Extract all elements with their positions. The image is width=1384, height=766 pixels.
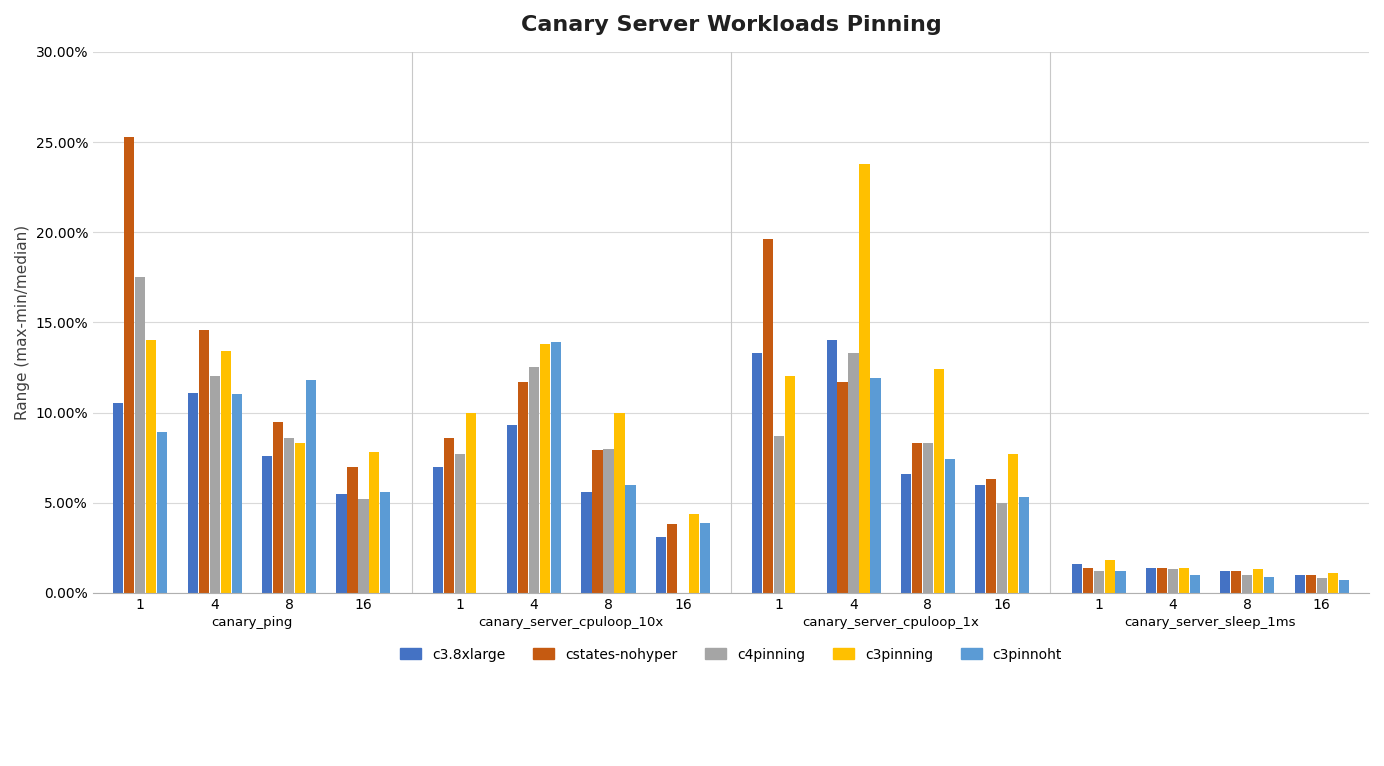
Bar (774, 436, 785, 593)
Bar (507, 425, 518, 593)
Bar (1071, 564, 1082, 593)
Bar (912, 444, 922, 593)
Bar (581, 492, 591, 593)
Bar (1264, 577, 1275, 593)
Bar (220, 351, 231, 593)
Bar (295, 444, 304, 593)
Bar (551, 342, 561, 593)
Y-axis label: Range (max-min/median): Range (max-min/median) (15, 224, 30, 420)
Bar (209, 376, 220, 593)
Bar (923, 444, 933, 593)
Bar (540, 344, 551, 593)
Bar (1316, 578, 1327, 593)
Bar (336, 493, 346, 593)
Bar (987, 480, 996, 593)
Bar (826, 340, 837, 593)
Bar (136, 277, 145, 593)
Bar (158, 432, 167, 593)
Bar (1116, 571, 1125, 593)
Bar (199, 329, 209, 593)
Text: canary_server_cpuloop_1x: canary_server_cpuloop_1x (803, 616, 978, 629)
Bar (433, 466, 443, 593)
Bar (1243, 574, 1253, 593)
Bar (1179, 568, 1189, 593)
Text: canary_server_sleep_1ms: canary_server_sleep_1ms (1124, 616, 1295, 629)
Bar (689, 513, 699, 593)
Bar (626, 485, 635, 593)
Bar (871, 378, 880, 593)
Bar (848, 353, 858, 593)
Legend: c3.8xlarge, cstates-nohyper, c4pinning, c3pinning, c3pinnoht: c3.8xlarge, cstates-nohyper, c4pinning, … (394, 642, 1067, 667)
Bar (667, 525, 677, 593)
Bar (1294, 574, 1305, 593)
Bar (1008, 454, 1019, 593)
Bar (465, 413, 476, 593)
Bar (859, 164, 869, 593)
Text: canary_server_cpuloop_10x: canary_server_cpuloop_10x (479, 616, 664, 629)
Bar (763, 240, 774, 593)
Bar (1168, 569, 1178, 593)
Bar (273, 421, 284, 593)
Bar (700, 522, 710, 593)
Bar (1082, 568, 1093, 593)
Bar (370, 452, 379, 593)
Bar (1305, 574, 1316, 593)
Bar (656, 537, 666, 593)
Bar (188, 393, 198, 593)
Bar (1157, 568, 1167, 593)
Bar (284, 438, 295, 593)
Bar (614, 413, 624, 593)
Bar (347, 466, 357, 593)
Bar (592, 450, 602, 593)
Bar (1327, 573, 1338, 593)
Bar (603, 449, 613, 593)
Bar (998, 502, 1008, 593)
Bar (1104, 561, 1114, 593)
Bar (125, 138, 134, 593)
Bar (529, 368, 540, 593)
Bar (381, 492, 390, 593)
Bar (1232, 571, 1241, 593)
Bar (1146, 568, 1156, 593)
Bar (455, 454, 465, 593)
Bar (231, 394, 242, 593)
Bar (262, 456, 273, 593)
Bar (837, 382, 847, 593)
Bar (1019, 497, 1030, 593)
Bar (934, 369, 944, 593)
Bar (785, 376, 796, 593)
Bar (976, 485, 985, 593)
Bar (518, 382, 529, 593)
Bar (901, 474, 911, 593)
Bar (1190, 574, 1200, 593)
Bar (306, 380, 316, 593)
Bar (1221, 571, 1230, 593)
Bar (444, 438, 454, 593)
Text: canary_ping: canary_ping (212, 616, 292, 629)
Bar (945, 460, 955, 593)
Bar (752, 353, 763, 593)
Title: Canary Server Workloads Pinning: Canary Server Workloads Pinning (520, 15, 941, 35)
Bar (113, 403, 123, 593)
Bar (1093, 571, 1103, 593)
Bar (1254, 569, 1264, 593)
Bar (358, 499, 368, 593)
Bar (1338, 581, 1349, 593)
Bar (147, 340, 156, 593)
